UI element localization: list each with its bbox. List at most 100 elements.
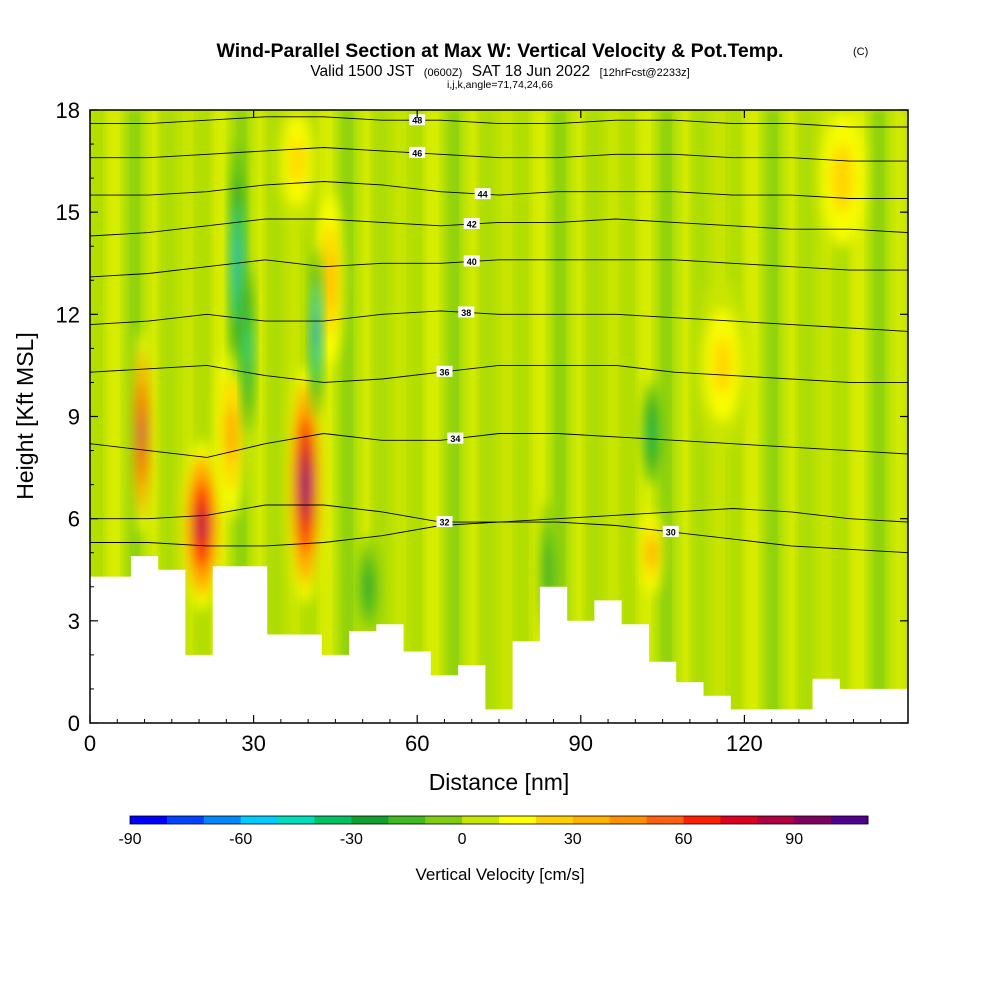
colorbar-tick-label: 30 bbox=[564, 831, 582, 848]
velocity-stripe bbox=[446, 110, 463, 723]
theta-contour-line bbox=[90, 259, 908, 278]
chart-title-suffix: (C) bbox=[853, 46, 868, 58]
theta-contour-label-bg bbox=[463, 255, 480, 267]
velocity-stripe bbox=[269, 110, 283, 723]
theta-contour: 36 bbox=[90, 364, 908, 383]
velocity-stripe bbox=[765, 110, 782, 723]
colorbar-frame bbox=[129, 815, 869, 825]
colorbar-swatch bbox=[166, 816, 205, 824]
y-tick-label: 6 bbox=[68, 507, 80, 532]
x-tick-label: 90 bbox=[569, 731, 593, 756]
theta-contour: 46 bbox=[90, 146, 908, 162]
updraft-cell bbox=[218, 348, 246, 519]
vertical-velocity-cells bbox=[133, 110, 865, 638]
velocity-stripe bbox=[552, 110, 569, 723]
updraft-cell bbox=[275, 110, 320, 230]
x-tick-label: 30 bbox=[241, 731, 265, 756]
velocity-stripe bbox=[659, 110, 676, 723]
updraft-cell-level bbox=[713, 337, 732, 394]
colorbar-swatch bbox=[277, 816, 315, 824]
updraft-cell bbox=[182, 440, 221, 611]
theta-contour-label-bg bbox=[436, 365, 453, 377]
updraft-cell-level bbox=[831, 144, 854, 213]
velocity-stripe bbox=[677, 110, 688, 723]
chart-subtitle: Valid 1500 JST (0600Z) SAT 18 Jun 2022 [… bbox=[310, 63, 689, 80]
y-tick-label: 15 bbox=[56, 200, 80, 225]
velocity-stripe bbox=[163, 110, 177, 723]
updraft-cell bbox=[820, 110, 865, 247]
velocity-stripe bbox=[109, 110, 123, 723]
downdraft-cell-level bbox=[314, 314, 319, 349]
y-axis-title: Height [Kft MSL] bbox=[12, 332, 38, 499]
y-tick-label: 3 bbox=[68, 609, 80, 634]
chart-title: Wind-Parallel Section at Max W: Vertical… bbox=[217, 40, 784, 62]
velocity-stripe bbox=[411, 110, 422, 723]
velocity-stripe bbox=[464, 110, 475, 723]
theta-contour-label: 42 bbox=[467, 219, 477, 229]
theta-contour-label-bg bbox=[447, 432, 464, 444]
theta-contour-label-bg bbox=[463, 217, 480, 229]
colorbar-swatch bbox=[314, 816, 352, 824]
colorbar-swatch bbox=[240, 816, 279, 824]
velocity-stripe bbox=[747, 110, 761, 723]
theta-contour-label: 48 bbox=[412, 116, 422, 126]
velocity-stripe bbox=[517, 110, 528, 723]
updraft-cell bbox=[289, 365, 322, 604]
velocity-stripe bbox=[836, 110, 847, 723]
potential-temperature-contours: 30 32 34 36 38 40 42 44 46 48 bbox=[90, 114, 908, 554]
colorbar-tick-label: 90 bbox=[785, 831, 803, 848]
theta-contour-label: 40 bbox=[467, 257, 477, 267]
velocity-stripe bbox=[872, 110, 889, 723]
theta-contour-line bbox=[90, 181, 908, 199]
velocity-stripe bbox=[428, 110, 442, 723]
y-tick-label: 9 bbox=[68, 405, 80, 430]
x-tick-label: 0 bbox=[84, 731, 96, 756]
colorbar-tick-label: -30 bbox=[340, 831, 363, 848]
x-axis-title: Distance [nm] bbox=[429, 769, 570, 795]
updraft-cell bbox=[695, 280, 750, 451]
y-tick-label: 0 bbox=[68, 711, 80, 736]
velocity-stripe bbox=[783, 110, 794, 723]
downdraft-cell bbox=[357, 535, 380, 638]
y-tick-label: 12 bbox=[56, 302, 80, 327]
theta-contour-label: 30 bbox=[666, 527, 676, 537]
theta-contour-label: 34 bbox=[450, 434, 460, 444]
theta-contour-line bbox=[90, 147, 908, 162]
theta-contour-label: 36 bbox=[439, 367, 449, 377]
colorbar-tick-label: 60 bbox=[675, 831, 693, 848]
updraft-cell-level bbox=[198, 511, 205, 540]
valid-time-label: Valid 1500 JST bbox=[310, 63, 414, 80]
colorbar-tick-label: -90 bbox=[118, 831, 141, 848]
colorbar-swatch bbox=[499, 816, 537, 824]
colorbar-tick-label: -60 bbox=[229, 831, 252, 848]
downdraft-cell bbox=[310, 246, 322, 417]
colorbar-swatch bbox=[794, 816, 832, 824]
updraft-cell bbox=[133, 331, 151, 536]
colorbar-swatch bbox=[831, 816, 869, 824]
theta-contour-line bbox=[90, 116, 908, 128]
theta-contour-label-bg bbox=[409, 146, 426, 158]
colorbar-swatch bbox=[646, 816, 684, 824]
theta-contour: 44 bbox=[90, 181, 908, 200]
forecast-label: [12hrFcst@2233z] bbox=[600, 67, 690, 79]
velocity-stripe bbox=[340, 110, 357, 723]
colorbar-swatch bbox=[757, 816, 795, 824]
y-tick-label: 18 bbox=[56, 98, 80, 123]
updraft-cell bbox=[640, 511, 663, 594]
velocity-stripe bbox=[818, 110, 835, 723]
theta-contour-line bbox=[90, 364, 908, 383]
x-tick-label: 60 bbox=[405, 731, 429, 756]
colorbar-swatch bbox=[462, 816, 500, 824]
colorbar-swatch bbox=[535, 816, 574, 824]
theta-contour-label-bg bbox=[409, 114, 426, 126]
updraft-cell-level bbox=[325, 251, 335, 309]
terrain bbox=[90, 556, 908, 723]
theta-contour-label-bg bbox=[436, 516, 453, 528]
downdraft-cell-level bbox=[246, 327, 251, 370]
theta-contour-label: 44 bbox=[478, 190, 488, 200]
updraft-cell-level bbox=[303, 467, 308, 502]
theta-contour: 48 bbox=[90, 114, 908, 128]
colorbar-swatch bbox=[203, 816, 242, 824]
